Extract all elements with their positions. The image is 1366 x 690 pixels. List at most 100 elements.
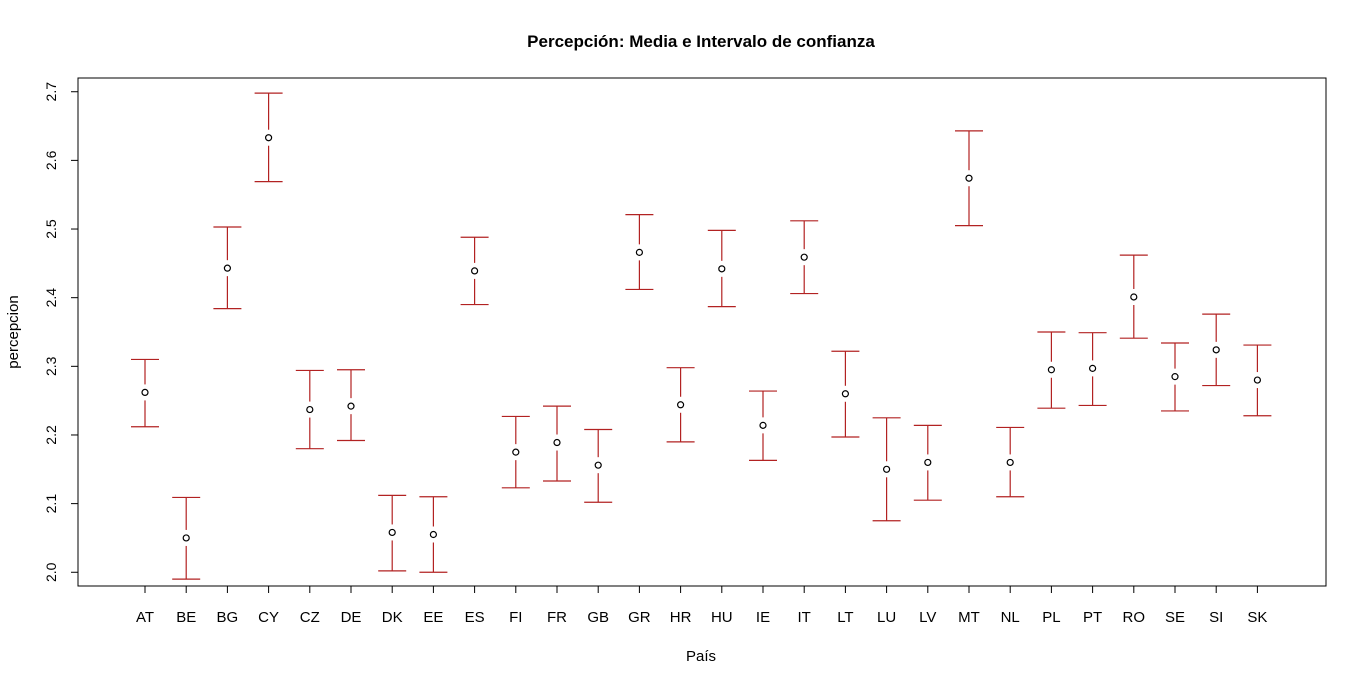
error-bar-group — [295, 369, 324, 450]
error-bar-group — [955, 130, 983, 227]
x-tick-label: ES — [465, 609, 485, 626]
error-bar-group — [337, 369, 365, 442]
mean-point — [1171, 373, 1179, 381]
y-tick-label: 2.0 — [43, 562, 59, 582]
error-bar-group — [749, 390, 777, 461]
x-tick-label: LV — [919, 609, 936, 626]
x-tick-label: FI — [509, 609, 522, 626]
y-tick-label: 2.5 — [43, 219, 59, 239]
x-tick-label: AT — [136, 609, 154, 626]
mean-point — [306, 405, 314, 414]
error-bar-group — [254, 92, 283, 183]
chart-marks — [131, 92, 1272, 580]
mean-point — [676, 401, 685, 409]
x-tick-label: PL — [1042, 609, 1060, 626]
mean-point — [471, 267, 479, 275]
x-tick-label: DE — [341, 609, 362, 626]
x-tick-label: RO — [1123, 609, 1146, 626]
mean-point — [182, 534, 190, 542]
x-tick-label: BG — [217, 609, 239, 626]
x-tick-label: MT — [958, 609, 980, 626]
error-bar-group — [501, 415, 530, 489]
error-bar-group — [831, 350, 860, 438]
x-tick-label: NL — [1001, 609, 1020, 626]
y-tick-label: 2.3 — [43, 356, 59, 376]
mean-point — [1212, 346, 1220, 354]
x-tick-label: HR — [670, 609, 692, 626]
error-bar-group — [543, 405, 571, 482]
error-bar-group — [707, 229, 736, 308]
y-tick-label: 2.7 — [43, 82, 59, 102]
x-tick-label: BE — [176, 609, 196, 626]
error-bar-group — [460, 236, 489, 306]
error-bar-group — [913, 424, 942, 501]
x-tick-label: CZ — [300, 609, 320, 626]
mean-point — [512, 448, 520, 456]
error-bar-group — [1119, 254, 1148, 339]
x-tick-label: SE — [1165, 609, 1185, 626]
x-tick-label: EE — [423, 609, 443, 626]
x-tick-label: GR — [628, 609, 651, 626]
error-bar-group — [1202, 313, 1231, 387]
mean-point — [965, 174, 973, 182]
y-axis: 2.0 2.1 2.2 2.3 2.4 2.5 2.6 2.7 — [43, 82, 79, 582]
x-tick-label: FR — [547, 609, 567, 626]
mean-point — [141, 388, 149, 397]
mean-point — [882, 465, 891, 473]
y-axis-label: percepcion — [5, 295, 22, 368]
x-tick-label: PT — [1083, 609, 1102, 626]
error-bar-group — [213, 226, 242, 310]
x-tick-label: GB — [587, 609, 609, 626]
mean-point — [759, 421, 767, 429]
mean-point — [553, 438, 561, 447]
x-tick-label: DK — [382, 609, 403, 626]
x-axis: AT BE BG CY CZ DE DK EE ES FI FR GB GR HR HU IE IT LT LU LV… — [136, 585, 1267, 626]
chart-title: Percepción: Media e Intervalo de confian… — [527, 32, 875, 51]
error-bar-group — [872, 417, 901, 522]
error-bar-group — [1037, 331, 1066, 409]
error-bar-group — [1161, 342, 1189, 412]
mean-point — [265, 134, 273, 142]
x-tick-label: IT — [798, 609, 811, 626]
x-tick-label: LU — [877, 609, 896, 626]
error-bar-group — [666, 367, 695, 443]
mean-point — [1253, 376, 1262, 384]
error-bar-group — [172, 496, 201, 580]
x-tick-label: LT — [837, 609, 853, 626]
y-tick-label: 2.2 — [43, 425, 59, 445]
error-bar-group — [584, 428, 613, 503]
x-tick-label: IE — [756, 609, 770, 626]
error-bar-group — [1243, 344, 1272, 417]
mean-point — [347, 402, 355, 410]
y-tick-label: 2.4 — [43, 288, 59, 308]
mean-point — [1088, 364, 1097, 372]
mean-point — [635, 248, 644, 256]
x-tick-label: SK — [1247, 609, 1267, 626]
mean-point — [429, 530, 437, 539]
mean-point — [1006, 458, 1014, 467]
error-bar-group — [131, 358, 159, 428]
mean-point — [841, 390, 850, 398]
plot-frame — [77, 77, 1327, 587]
error-bar-group — [996, 426, 1025, 498]
error-bar-group — [625, 214, 654, 291]
y-tick-label: 2.6 — [43, 150, 59, 170]
x-tick-label: CY — [258, 609, 279, 626]
mean-point — [223, 264, 231, 272]
y-tick-label: 2.1 — [43, 494, 59, 514]
x-tick-label: SI — [1209, 609, 1223, 626]
x-axis-label: País — [686, 648, 716, 665]
mean-point — [924, 458, 932, 467]
error-bar-group — [419, 496, 448, 573]
mean-point — [718, 265, 726, 273]
error-bar-group — [790, 220, 819, 295]
mean-point — [594, 461, 602, 469]
mean-point — [388, 528, 396, 537]
error-bar-group — [378, 494, 407, 572]
mean-point — [800, 253, 808, 261]
error-bar-group — [1078, 332, 1107, 407]
mean-point — [1130, 293, 1138, 301]
x-tick-label: HU — [711, 609, 733, 626]
